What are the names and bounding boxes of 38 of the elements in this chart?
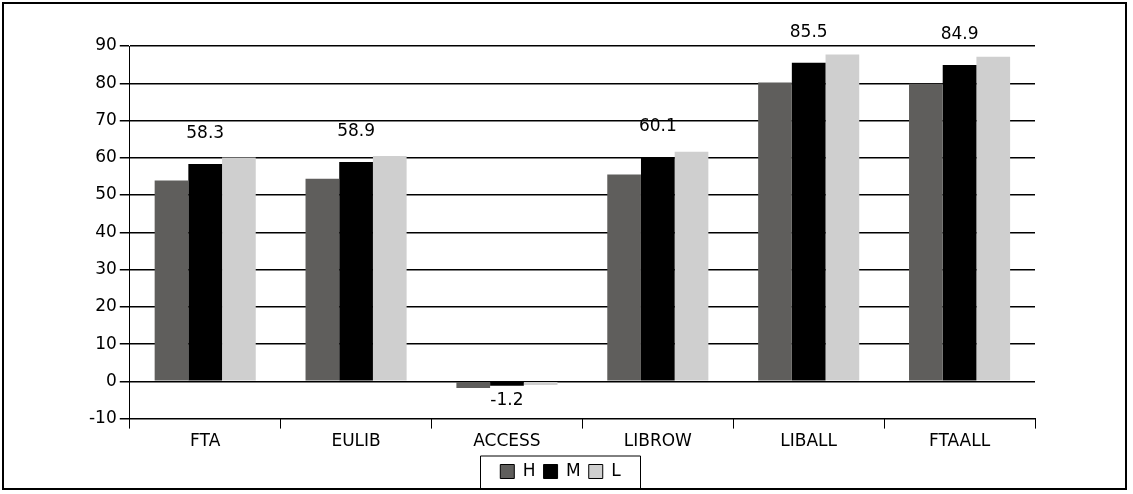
bar [607,174,641,381]
x-tick-label: ACCESS [473,430,541,451]
y-tick-label: 40 [95,220,117,241]
y-tick-label: 0 [105,369,117,390]
legend-label: H [522,459,536,480]
data-label: 58.9 [337,119,375,140]
y-tick-label: -10 [88,407,117,428]
x-tick-label: LIBROW [623,430,693,451]
bar [909,83,943,381]
bar [222,157,256,381]
bar [456,382,491,389]
bar [976,56,1011,381]
bar [825,54,860,381]
data-label: 60.1 [638,115,677,136]
legend-label: M [566,459,581,480]
y-tick-label: 70 [95,108,117,129]
bar [758,82,792,381]
y-tick-label: 80 [95,71,117,92]
y-tick-label: 20 [95,295,117,316]
y-tick-label: 30 [95,257,117,278]
x-tick-label: LIBALL [780,430,838,451]
bar [372,155,407,381]
x-tick-label: FTAALL [928,430,991,451]
y-tick-label: 10 [95,332,117,353]
data-label: 58.3 [186,122,225,143]
data-label: -1.2 [490,388,524,409]
x-tick-label: EULIB [331,430,381,451]
x-tick-label: FTA [190,430,221,451]
bar [154,180,189,381]
y-tick-label: 90 [95,34,117,55]
bar [674,151,709,381]
y-tick-label: 50 [95,183,117,204]
y-tick-label: 60 [95,146,117,167]
bar [523,382,558,386]
data-label: 85.5 [789,20,828,41]
data-label: 84.9 [940,22,979,43]
legend-label: L [611,459,622,480]
bar [305,178,340,381]
